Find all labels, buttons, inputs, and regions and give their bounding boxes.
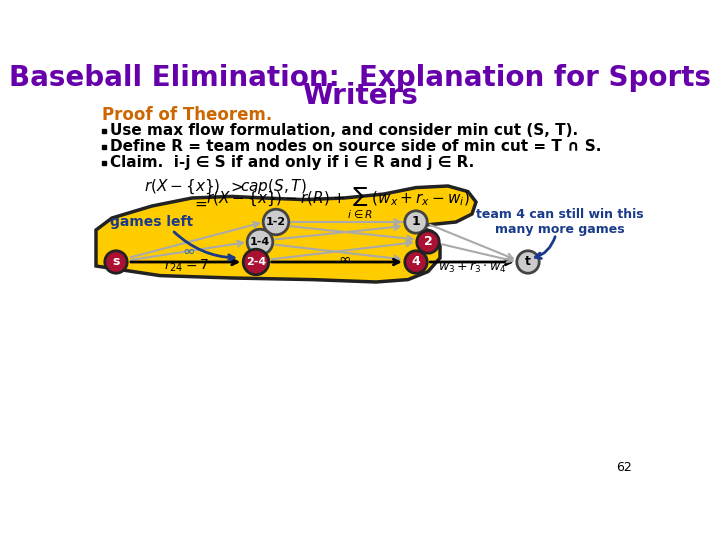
Text: 1-2: 1-2 — [266, 217, 286, 227]
Text: $\infty$: $\infty$ — [181, 242, 194, 258]
Text: $>$: $>$ — [228, 179, 244, 194]
Text: $r(X - \{x\}) - r(R) + \sum_{i \in R}(w_x + r_x - w_i)$: $r(X - \{x\}) - r(R) + \sum_{i \in R}(w_… — [207, 187, 470, 220]
Circle shape — [405, 211, 427, 233]
Text: Baseball Elimination:  Explanation for Sports: Baseball Elimination: Explanation for Sp… — [9, 64, 711, 92]
Text: games left: games left — [110, 215, 194, 229]
Text: Use max flow formulation, and consider min cut (S, T).: Use max flow formulation, and consider m… — [110, 123, 579, 138]
Text: $r(X - \{x\})$: $r(X - \{x\})$ — [144, 178, 220, 196]
Text: team 4 can still win this
many more games: team 4 can still win this many more game… — [476, 208, 644, 236]
Text: Writers: Writers — [302, 82, 418, 110]
Circle shape — [247, 229, 273, 255]
Text: $cap(S, T)$: $cap(S, T)$ — [240, 177, 307, 197]
Circle shape — [405, 251, 427, 273]
Text: 2-4: 2-4 — [246, 257, 266, 267]
Text: 4: 4 — [412, 255, 420, 268]
Text: $\infty$: $\infty$ — [338, 251, 351, 266]
Polygon shape — [96, 186, 476, 282]
Text: Claim.  i-j ∈ S if and only if i ∈ R and j ∈ R.: Claim. i-j ∈ S if and only if i ∈ R and … — [110, 156, 474, 170]
Circle shape — [243, 249, 269, 275]
Circle shape — [417, 231, 439, 253]
Text: t: t — [525, 255, 531, 268]
Text: 2: 2 — [423, 235, 433, 248]
Text: Proof of Theorem.: Proof of Theorem. — [102, 106, 273, 124]
Circle shape — [517, 251, 539, 273]
Text: 1-4: 1-4 — [250, 237, 270, 247]
Circle shape — [105, 251, 127, 273]
Text: s: s — [112, 255, 120, 268]
Text: $w_3 + r_3 \cdot w_4$: $w_3 + r_3 \cdot w_4$ — [438, 261, 506, 275]
Text: $r_{24} = 7$: $r_{24} = 7$ — [164, 258, 209, 274]
Text: $=$: $=$ — [192, 196, 208, 211]
Text: Define R = team nodes on source side of min cut = T ∩ S.: Define R = team nodes on source side of … — [110, 139, 602, 154]
Text: 62: 62 — [616, 461, 632, 474]
Text: 1: 1 — [412, 215, 420, 228]
Circle shape — [264, 209, 289, 235]
